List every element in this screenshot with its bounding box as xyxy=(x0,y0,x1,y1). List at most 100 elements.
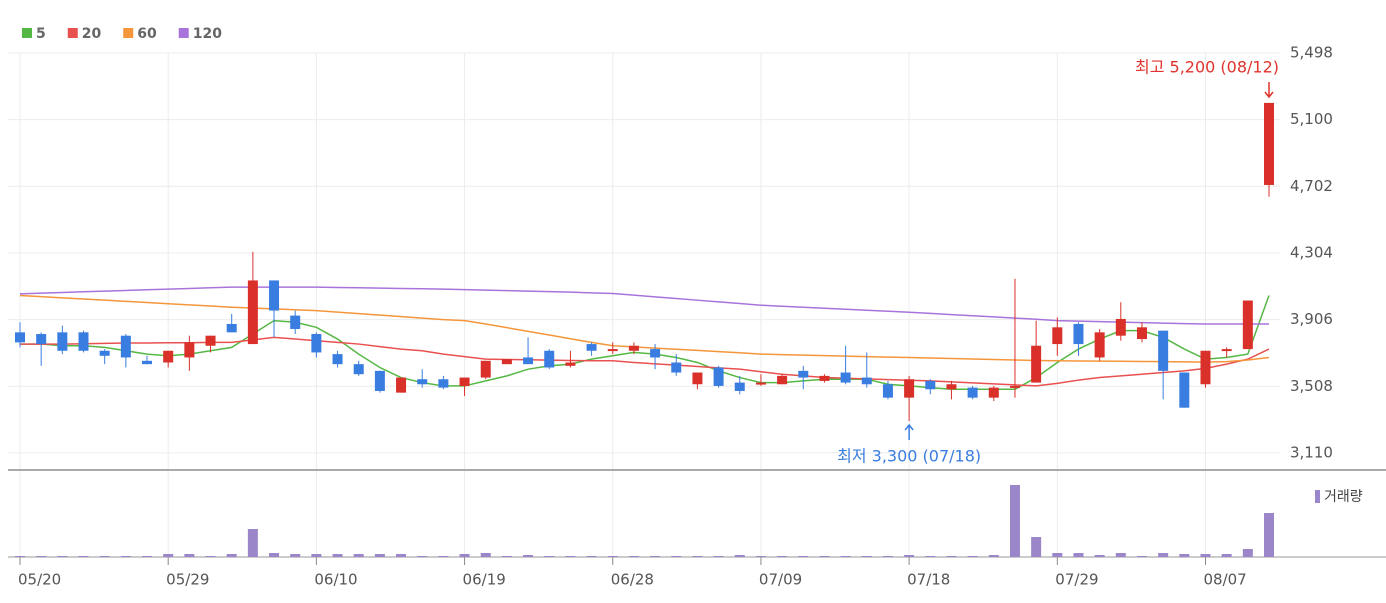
candle-body xyxy=(1115,318,1126,336)
volume-bar xyxy=(15,556,25,557)
volume-bar xyxy=(438,556,449,557)
x-tick-label: 07/09 xyxy=(759,571,802,589)
candle-body xyxy=(1200,350,1211,385)
volume-bar xyxy=(734,555,745,557)
volume-bar xyxy=(1264,513,1274,557)
candle-body xyxy=(269,280,280,311)
volume-bar xyxy=(1052,553,1063,557)
y-tick-label: 5,498 xyxy=(1290,44,1333,62)
volume-bar xyxy=(1115,553,1126,557)
volume-bar xyxy=(1136,556,1147,557)
legend-swatch xyxy=(123,28,134,38)
candle-body xyxy=(57,332,68,351)
candle-body xyxy=(840,372,851,383)
volume-bar xyxy=(78,556,89,557)
candle-body xyxy=(1264,102,1274,185)
volume-legend-label: 거래량 xyxy=(1324,489,1363,505)
x-tick-label: 07/18 xyxy=(907,571,950,589)
candle-body xyxy=(946,384,957,390)
candle-body xyxy=(523,357,534,365)
candle-body xyxy=(861,377,872,385)
x-tick-label: 08/07 xyxy=(1203,571,1246,589)
candle-body xyxy=(480,360,491,378)
volume-bar xyxy=(840,556,851,557)
volume-bar xyxy=(1009,485,1020,557)
candle-body xyxy=(396,377,407,393)
volume-bar xyxy=(269,553,280,557)
legend-label: 120 xyxy=(193,26,222,42)
volume-bar xyxy=(1179,554,1190,557)
candle-body xyxy=(967,387,978,398)
volume-bar xyxy=(226,554,237,557)
candle-body xyxy=(925,380,936,390)
volume-bar xyxy=(501,556,512,557)
annotation: 최저 3,300 (07/18) xyxy=(837,447,981,466)
candle-body xyxy=(36,334,47,345)
volume-bar xyxy=(628,556,639,557)
volume-bar xyxy=(311,554,322,557)
volume-bar xyxy=(163,554,174,557)
candle-body xyxy=(1179,372,1190,408)
candle-body xyxy=(1136,327,1147,340)
y-tick-label: 4,304 xyxy=(1290,243,1333,261)
legend-label: 60 xyxy=(137,26,157,42)
volume-bar xyxy=(184,554,195,557)
volume-bar xyxy=(586,556,597,557)
volume-bar xyxy=(882,556,893,557)
candle-body xyxy=(1158,330,1169,371)
volume-bar xyxy=(247,529,258,557)
volume-bar xyxy=(396,554,407,557)
volume-bar xyxy=(142,556,153,557)
volume-bar xyxy=(565,556,576,557)
candle-body xyxy=(755,382,766,385)
candle-body xyxy=(650,349,661,358)
x-tick-label: 05/29 xyxy=(166,571,209,589)
candle-body xyxy=(120,335,131,358)
volume-bar xyxy=(290,554,301,557)
candle-body xyxy=(819,375,830,381)
annotation-arrow xyxy=(1264,82,1274,99)
volume-bar xyxy=(120,556,131,557)
x-tick-label: 06/19 xyxy=(463,571,506,589)
volume-bar xyxy=(332,554,343,557)
y-tick-label: 4,702 xyxy=(1290,177,1333,195)
volume-legend-swatch xyxy=(1315,490,1320,503)
candle-body xyxy=(417,379,428,385)
candle-body xyxy=(882,384,893,398)
candle-body xyxy=(1221,349,1232,352)
y-tick-label: 5,100 xyxy=(1290,110,1333,128)
candle-body xyxy=(544,350,555,368)
volume-bar xyxy=(523,555,534,557)
y-tick-label: 3,110 xyxy=(1290,443,1333,461)
volume-bar xyxy=(417,556,428,557)
candle-body xyxy=(374,370,385,391)
volume-bar xyxy=(755,556,766,557)
x-tick-label: 05/20 xyxy=(18,571,61,589)
candle-body xyxy=(628,345,639,351)
volume-bar xyxy=(692,556,703,557)
volume-bar xyxy=(1221,554,1232,557)
volume-bar xyxy=(57,556,68,557)
volume-bar xyxy=(967,556,978,557)
volume-bar xyxy=(374,554,385,557)
x-tick-label: 07/29 xyxy=(1055,571,1098,589)
candle-body xyxy=(184,342,195,358)
volume-bar xyxy=(946,556,957,557)
legend-swatch xyxy=(67,28,78,38)
ma-line xyxy=(19,286,1269,325)
plot-frame xyxy=(8,8,1280,557)
candle-body xyxy=(290,315,301,329)
candle-body xyxy=(15,332,25,343)
candle-body xyxy=(692,372,703,385)
legend-swatch xyxy=(178,28,189,38)
candle-body xyxy=(1073,323,1084,345)
candle-body xyxy=(78,332,89,351)
candle-body xyxy=(988,387,999,398)
candle-body xyxy=(565,362,576,366)
volume-bar xyxy=(671,556,682,557)
ma-line xyxy=(19,294,1270,363)
volume-bar xyxy=(1073,553,1084,557)
volume-bar xyxy=(1242,549,1253,557)
candle-body xyxy=(332,354,343,365)
